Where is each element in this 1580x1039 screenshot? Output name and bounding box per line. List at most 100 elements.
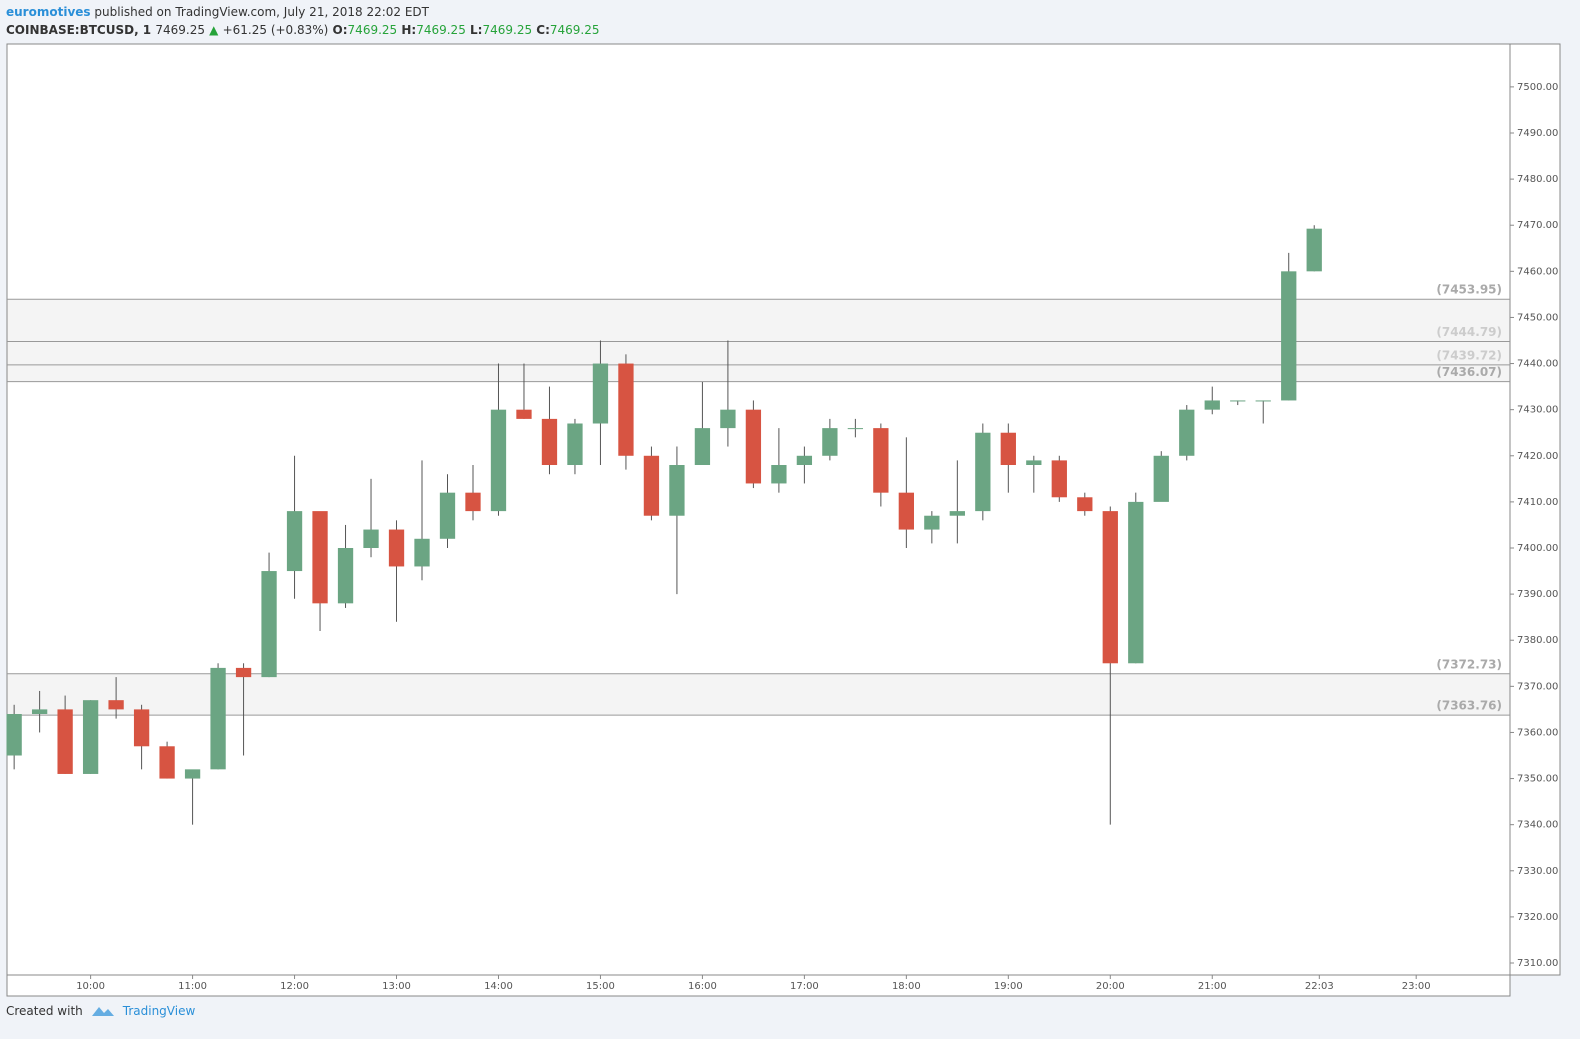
chart: (7453.95) (7444.79) (7439.72) (7436.07) (737… xyxy=(6,43,1561,997)
level-label: (7444.79) xyxy=(1436,325,1502,339)
x-tick-label: 13:00 xyxy=(382,981,411,992)
candle-body xyxy=(1255,400,1271,402)
level-label: (7439.72) xyxy=(1436,348,1502,362)
candle-body xyxy=(235,667,252,678)
y-tick-label: 7370.00 xyxy=(1517,681,1558,692)
y-tick-label: 7420.00 xyxy=(1517,451,1558,462)
candle-body xyxy=(618,363,634,456)
y-tick-label: 7330.00 xyxy=(1517,866,1558,877)
footer: Created with TradingView xyxy=(6,1004,195,1018)
l-label: L: xyxy=(470,23,483,37)
candle-body xyxy=(108,700,124,710)
y-tick-label: 7450.00 xyxy=(1517,312,1558,323)
c-value: 7469.25 xyxy=(549,23,600,37)
l-value: 7469.25 xyxy=(482,23,533,37)
candle-body xyxy=(261,571,277,678)
candle-body xyxy=(822,428,838,456)
candle-body xyxy=(1026,460,1042,466)
candle-body xyxy=(133,709,150,747)
candle-body xyxy=(490,409,507,512)
candle-body xyxy=(592,363,609,424)
logo xyxy=(91,1007,114,1016)
y-tick-label: 7440.00 xyxy=(1517,359,1558,370)
header: euromotives published on TradingView.com… xyxy=(6,3,600,39)
candle-body xyxy=(31,709,48,715)
candle-body xyxy=(720,409,736,429)
candle-body xyxy=(771,465,787,484)
y-tick-label: 7310.00 xyxy=(1517,958,1558,969)
x-tick-label: 16:00 xyxy=(688,981,717,992)
o-label: O: xyxy=(332,23,348,37)
candle-body xyxy=(1204,400,1220,410)
x-tick-label: 22:03 xyxy=(1305,981,1334,992)
candle-body xyxy=(363,529,379,549)
arrow: ▲ xyxy=(209,23,219,37)
y-tick-label: 7430.00 xyxy=(1517,405,1558,416)
author[interactable]: euromotives xyxy=(6,5,91,19)
published: published on TradingView.com, July 21, 2… xyxy=(94,5,429,19)
level-label: (7363.76) xyxy=(1436,699,1502,713)
candle-body xyxy=(1077,497,1093,512)
y-tick-label: 7460.00 xyxy=(1517,266,1558,277)
candle-body xyxy=(82,700,99,774)
candle-body xyxy=(388,529,405,567)
y-tick-label: 7410.00 xyxy=(1517,497,1558,508)
candle-body xyxy=(1281,271,1297,401)
last-price: 7469.25 xyxy=(155,23,205,37)
x-tick-label: 21:00 xyxy=(1198,981,1227,992)
x-tick-label: 18:00 xyxy=(892,981,921,992)
candle-body xyxy=(796,455,813,466)
candle-body xyxy=(873,428,889,493)
brand[interactable]: TradingView xyxy=(122,1004,196,1018)
y-tick-label: 7360.00 xyxy=(1517,727,1558,738)
x-tick-label: 20:00 xyxy=(1096,981,1125,992)
x-tick-label: 14:00 xyxy=(484,981,513,992)
level-label: (7453.95) xyxy=(1436,283,1502,297)
x-tick-label: 17:00 xyxy=(790,981,819,992)
candle-body xyxy=(414,538,430,567)
candle-body xyxy=(898,492,915,530)
c-label: C: xyxy=(536,23,550,37)
candle-body xyxy=(1000,432,1016,466)
y-tick-label: 7320.00 xyxy=(1517,912,1558,923)
y-tick-label: 7390.00 xyxy=(1517,589,1558,600)
y-tick-label: 7490.00 xyxy=(1517,128,1558,139)
x-tick-label: 15:00 xyxy=(586,981,615,992)
x-tick-label: 12:00 xyxy=(280,981,309,992)
candle-body xyxy=(1153,455,1169,502)
chart-pane xyxy=(6,43,1511,976)
candle-body xyxy=(286,511,303,572)
created-with: Created with xyxy=(6,1004,83,1018)
zone xyxy=(7,299,1510,382)
candle-body xyxy=(1306,228,1322,272)
candle-body xyxy=(1128,501,1144,664)
candle-body xyxy=(312,511,328,604)
time-axis xyxy=(6,974,1511,997)
candle-body xyxy=(975,432,991,512)
header-line-2: COINBASE:BTCUSD, 1 7469.25 ▲ +61.25 (+0.… xyxy=(6,21,600,39)
candle-body xyxy=(643,455,660,516)
change: +61.25 (+0.83%) xyxy=(222,23,329,37)
candle-body xyxy=(1102,511,1118,664)
price-axis xyxy=(1509,43,1561,976)
level-label: (7436.07) xyxy=(1436,365,1502,379)
candle-body xyxy=(57,709,73,774)
h-label: H: xyxy=(401,23,417,37)
y-tick-label: 7400.00 xyxy=(1517,543,1558,554)
candle-body xyxy=(694,428,711,466)
candle-body xyxy=(337,548,354,604)
candle-body xyxy=(924,515,940,530)
symbol: COINBASE:BTCUSD, 1 xyxy=(6,23,152,37)
y-tick-label: 7480.00 xyxy=(1517,174,1558,185)
candle-body xyxy=(745,409,762,484)
candle-body xyxy=(949,511,965,516)
y-tick-label: 7380.00 xyxy=(1517,635,1558,646)
header-line-1: euromotives published on TradingView.com… xyxy=(6,3,600,21)
x-tick-label: 10:00 xyxy=(76,981,105,992)
x-tick-label: 19:00 xyxy=(994,981,1023,992)
y-tick-label: 7500.00 xyxy=(1517,82,1558,93)
candle-body xyxy=(1230,400,1246,402)
candle-body xyxy=(567,423,583,466)
candle-body xyxy=(210,667,226,770)
